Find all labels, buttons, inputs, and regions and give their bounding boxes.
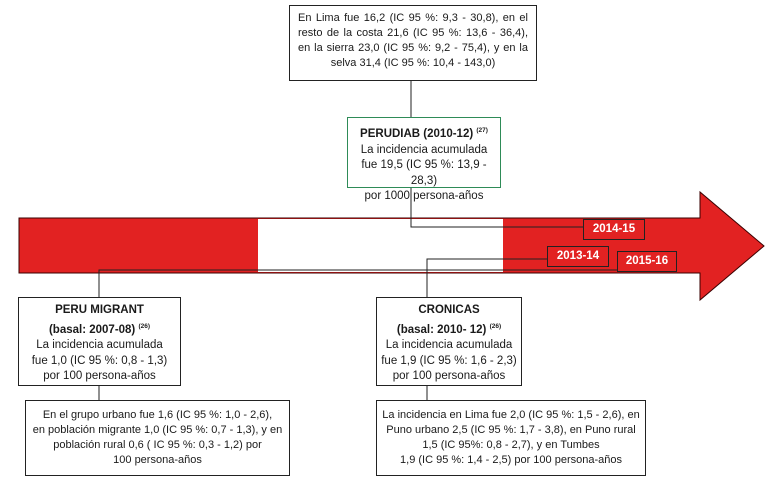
cronicas-line1: La incidencia acumulada	[385, 339, 513, 351]
migrant-detail-line1: En el grupo urbano fue 1,6 (IC 95 %: 1,0…	[42, 409, 273, 421]
peru-migrant-box: PERU MIGRANT (basal: 2007-08) (26) La in…	[18, 297, 181, 386]
migrant-detail-line3: población rural 0,6 ( IC 95 %: 0,3 - 1,2…	[53, 439, 262, 451]
peru-migrant-subtitle: (basal: 2007-08)	[48, 323, 136, 336]
perudiab-line1: La incidencia acumulada	[360, 143, 488, 156]
connector-perudiab-2014-15	[410, 188, 583, 228]
cronicas-detail-box: La incidencia en Lima fue 2,0 (IC 95 %: …	[376, 400, 646, 476]
lima-regional-box: En Lima fue 16,2 (IC 95 %: 9,3 - 30,8), …	[289, 5, 537, 81]
perudiab-title: PERUDIAB (2010-12)	[360, 128, 474, 140]
peru-migrant-ref: (26)	[138, 322, 151, 330]
cronicas-ref: (26)	[489, 322, 502, 330]
tag-2015-16: 2015-16	[617, 251, 677, 272]
cronicas-detail-line3: 1,5 (IC 95%: 0,8 - 2,7), y en Tumbes	[422, 439, 600, 451]
connector-cronicas-2013-14	[426, 258, 547, 297]
timeline-white-gap	[258, 219, 503, 272]
cronicas-detail-line1: La incidencia en Lima fue 2,0 (IC 95 %: …	[382, 409, 640, 421]
cronicas-box: CRONICAS (basal: 2010- 12) (26) La incid…	[376, 297, 522, 386]
migrant-detail-line4: 100 persona-años	[113, 454, 202, 466]
peru-migrant-line3: por 100 persona-años	[43, 370, 156, 382]
perudiab-box: PERUDIAB (2010-12) (27) La incidencia ac…	[347, 117, 501, 202]
cronicas-detail-line2: Puno urbano 2,5 (IC 95 %: 1,7 - 3,8), en…	[386, 424, 636, 436]
cronicas-subtitle: (basal: 2010- 12)	[396, 323, 487, 336]
peru-migrant-line1: La incidencia acumulada	[36, 339, 163, 351]
tag-2013-14: 2013-14	[547, 246, 609, 267]
cronicas-line3: por 100 persona-años	[392, 370, 506, 382]
tag-2014-15: 2014-15	[583, 219, 645, 240]
perudiab-line2: fue 19,5 (IC 95 %: 13,9 - 28,3)	[361, 159, 487, 187]
perudiab-line3: por 1000 persona-años	[364, 190, 484, 202]
cronicas-line2: fue 1,9 (IC 95 %: 1,6 - 2,3)	[381, 354, 517, 367]
lima-regional-text: En Lima fue 16,2 (IC 95 %: 9,3 - 30,8), …	[298, 12, 528, 69]
peru-migrant-title: PERU MIGRANT	[55, 304, 144, 316]
peru-migrant-line2: fue 1,0 (IC 95 %: 0,8 - 1,3)	[31, 354, 168, 367]
cronicas-detail-line4: 1,9 (IC 95 %: 1,4 - 2,5) por 100 persona…	[400, 454, 622, 466]
migrant-detail-box: En el grupo urbano fue 1,6 (IC 95 %: 1,0…	[25, 400, 290, 476]
perudiab-ref: (27)	[476, 127, 488, 134]
cronicas-title: CRONICAS	[418, 304, 480, 316]
migrant-detail-line2: en población migrante 1,0 (IC 95 %: 0,7 …	[32, 424, 283, 436]
connector-migrant-2015-16	[98, 269, 617, 297]
